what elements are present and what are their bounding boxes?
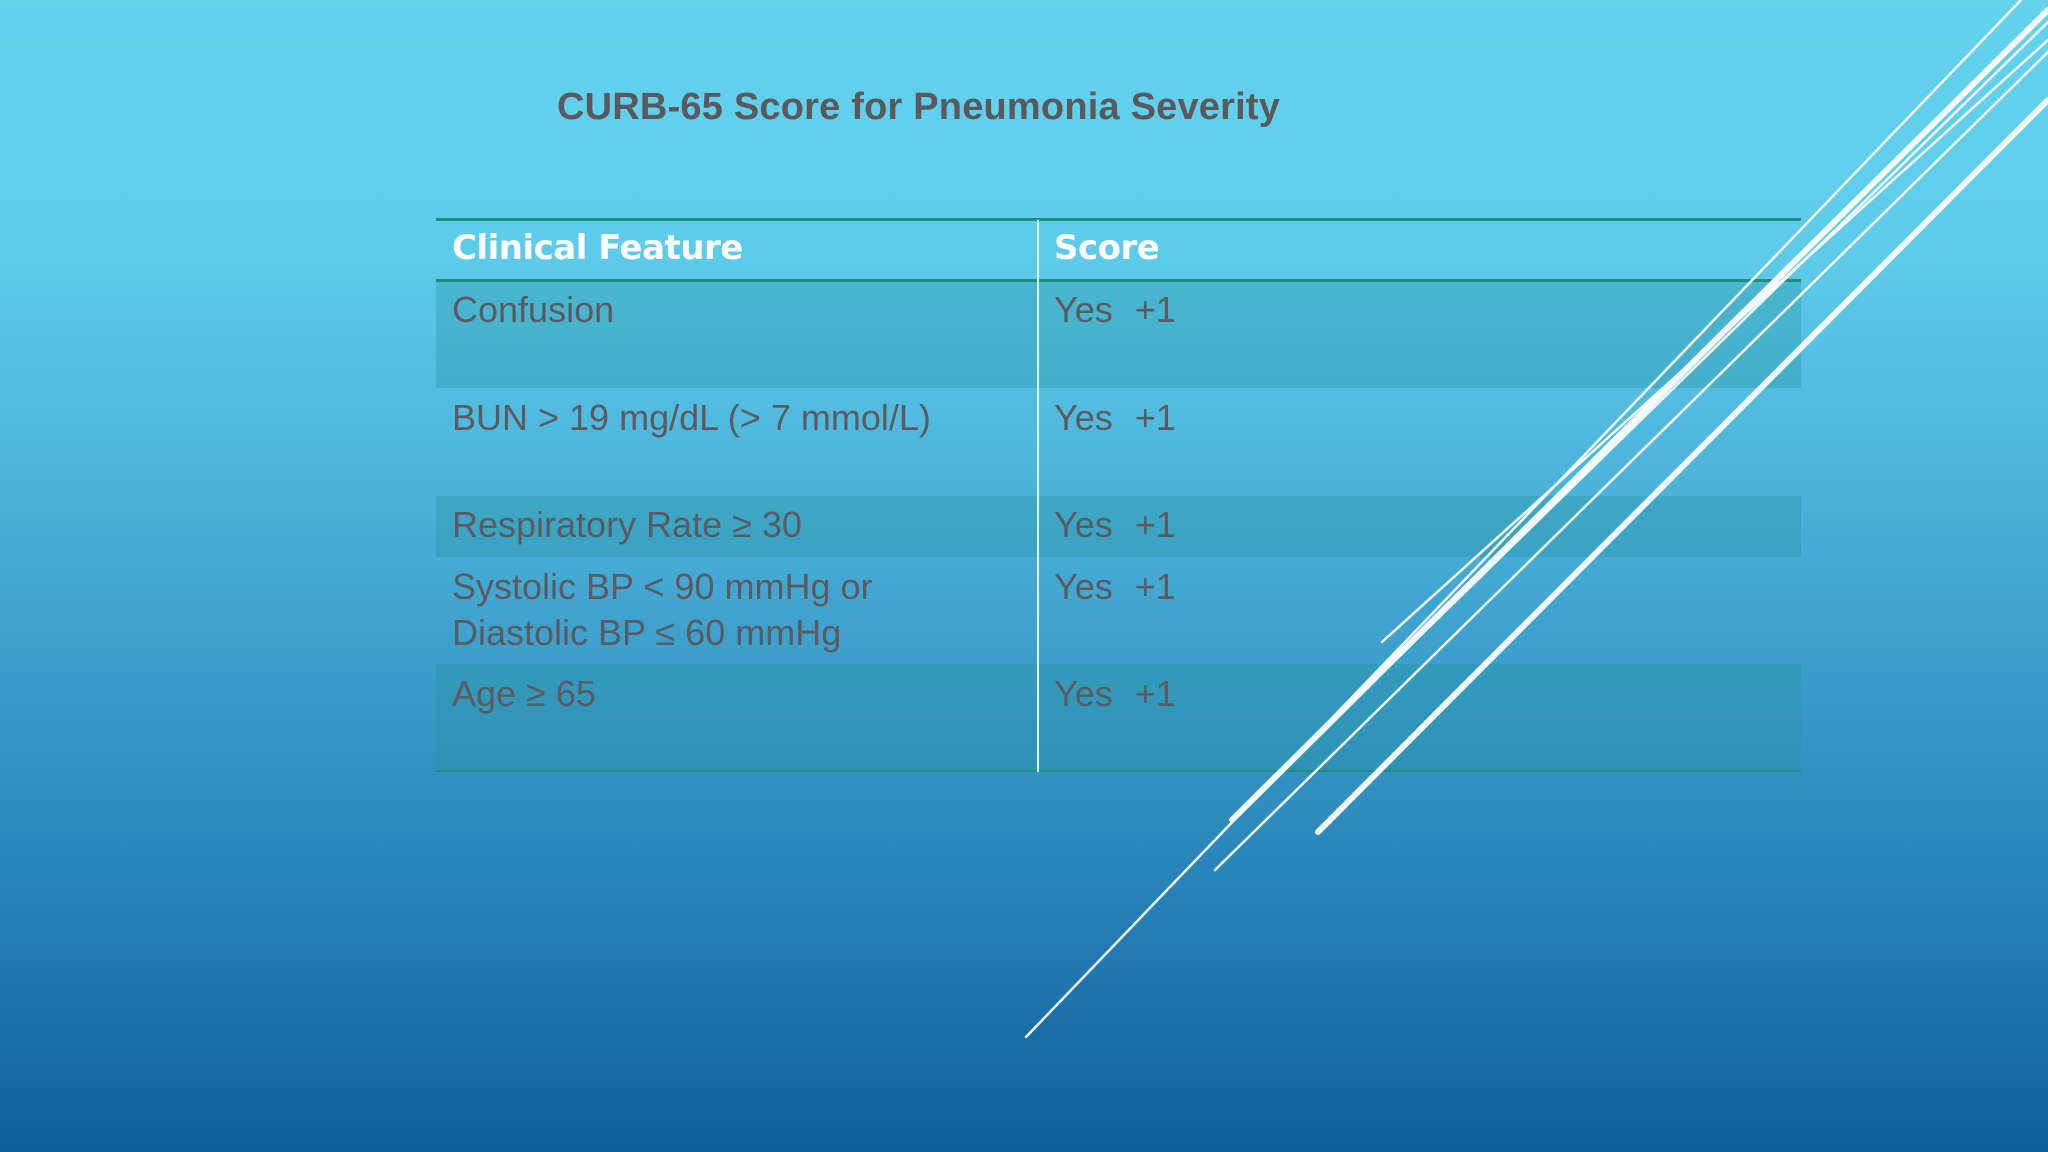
row-band-3	[436, 496, 1801, 557]
cell-feature-respiratory-rate: Respiratory Rate ≥ 30	[452, 504, 802, 545]
cell-score-age: Yes +1	[1054, 673, 1176, 714]
cell-feature-blood-pressure-line2: Diastolic BP ≤ 60 mmHg	[452, 612, 842, 653]
table-top-rule	[436, 218, 1801, 221]
table-bottom-rule	[436, 770, 1801, 772]
header-bottom-rule	[436, 279, 1801, 282]
row-band-1	[436, 280, 1801, 388]
cell-score-respiratory-rate: Yes +1	[1054, 504, 1176, 545]
column-divider	[1037, 220, 1039, 772]
cell-feature-confusion: Confusion	[452, 289, 615, 330]
cell-feature-age: Age ≥ 65	[452, 673, 596, 714]
header-clinical-feature: Clinical Feature	[452, 228, 743, 268]
curb65-table: Clinical Feature Score Confusion Yes +1 …	[436, 218, 1801, 772]
cell-score-confusion: Yes +1	[1054, 289, 1176, 330]
row-band-5	[436, 664, 1801, 772]
cell-score-bun: Yes +1	[1054, 397, 1176, 438]
cell-feature-bun: BUN > 19 mg/dL (> 7 mmol/L)	[452, 397, 931, 438]
cell-score-blood-pressure: Yes +1	[1054, 566, 1176, 607]
slide-title: CURB-65 Score for Pneumonia Severity	[557, 86, 1281, 128]
header-score: Score	[1054, 228, 1160, 268]
cell-feature-blood-pressure: Systolic BP < 90 mmHg or	[452, 566, 873, 607]
